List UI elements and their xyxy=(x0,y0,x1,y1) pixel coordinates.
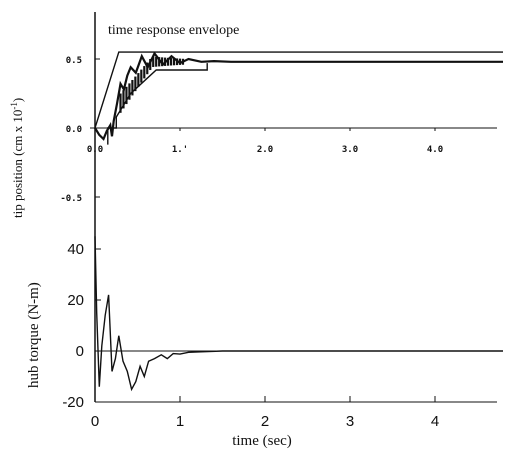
top-y-tick-label: 0.0 xyxy=(66,125,82,135)
bottom-x-tick-label: 2 xyxy=(261,413,269,430)
top-x-ticks: 0.0 1.' 2.0 3.0 4.0 xyxy=(87,127,497,155)
bottom-x-tick-label: 4 xyxy=(431,413,439,430)
hub-torque-series xyxy=(94,236,503,392)
top-y-ticks: -0.5 0.0 0.5 xyxy=(60,56,100,204)
tip-position-line xyxy=(94,51,503,141)
top-x-tick-label: 2.0 xyxy=(257,145,273,155)
top-y-tick-label: -0.5 xyxy=(60,194,82,204)
envelope-annotation: time response envelope xyxy=(108,23,239,38)
hub-torque-line xyxy=(94,236,503,392)
top-x-tick-label: 1.' xyxy=(172,145,188,155)
bottom-y-tick-label: 40 xyxy=(67,241,84,258)
hub-torque-panel: -20 0 20 40 0 1 2 3 4 hub torque (N-m) time (se… xyxy=(26,218,503,449)
bottom-x-axis-label: time (sec) xyxy=(232,433,292,449)
top-y-tick-label: 0.5 xyxy=(66,56,82,66)
bottom-x-tick-label: 3 xyxy=(346,413,354,430)
tip-position-series xyxy=(94,51,503,141)
top-x-tick-label: 0.0 xyxy=(87,145,103,155)
bottom-y-tick-label: 0 xyxy=(76,343,84,360)
top-x-tick-label: 4.0 xyxy=(427,145,443,155)
envelope-upper-bound xyxy=(94,51,503,129)
bottom-x-tick-label: 1 xyxy=(176,413,184,430)
bottom-x-ticks: 0 1 2 3 4 xyxy=(91,396,439,430)
bottom-y-tick-label: -20 xyxy=(62,394,84,411)
bottom-y-tick-label: 20 xyxy=(67,292,84,309)
bottom-x-tick-label: 0 xyxy=(91,413,99,430)
top-x-tick-label: 3.0 xyxy=(342,145,358,155)
tip-position-panel: -0.5 0.0 0.5 0.0 1.' 2.0 3.0 4.0 time response… xyxy=(9,12,503,218)
bottom-y-ticks: -20 0 20 40 xyxy=(62,241,101,411)
bottom-y-axis-label: hub torque (N-m) xyxy=(26,282,42,388)
top-y-axis-label: tip position (cm x 10-1) xyxy=(9,98,25,218)
